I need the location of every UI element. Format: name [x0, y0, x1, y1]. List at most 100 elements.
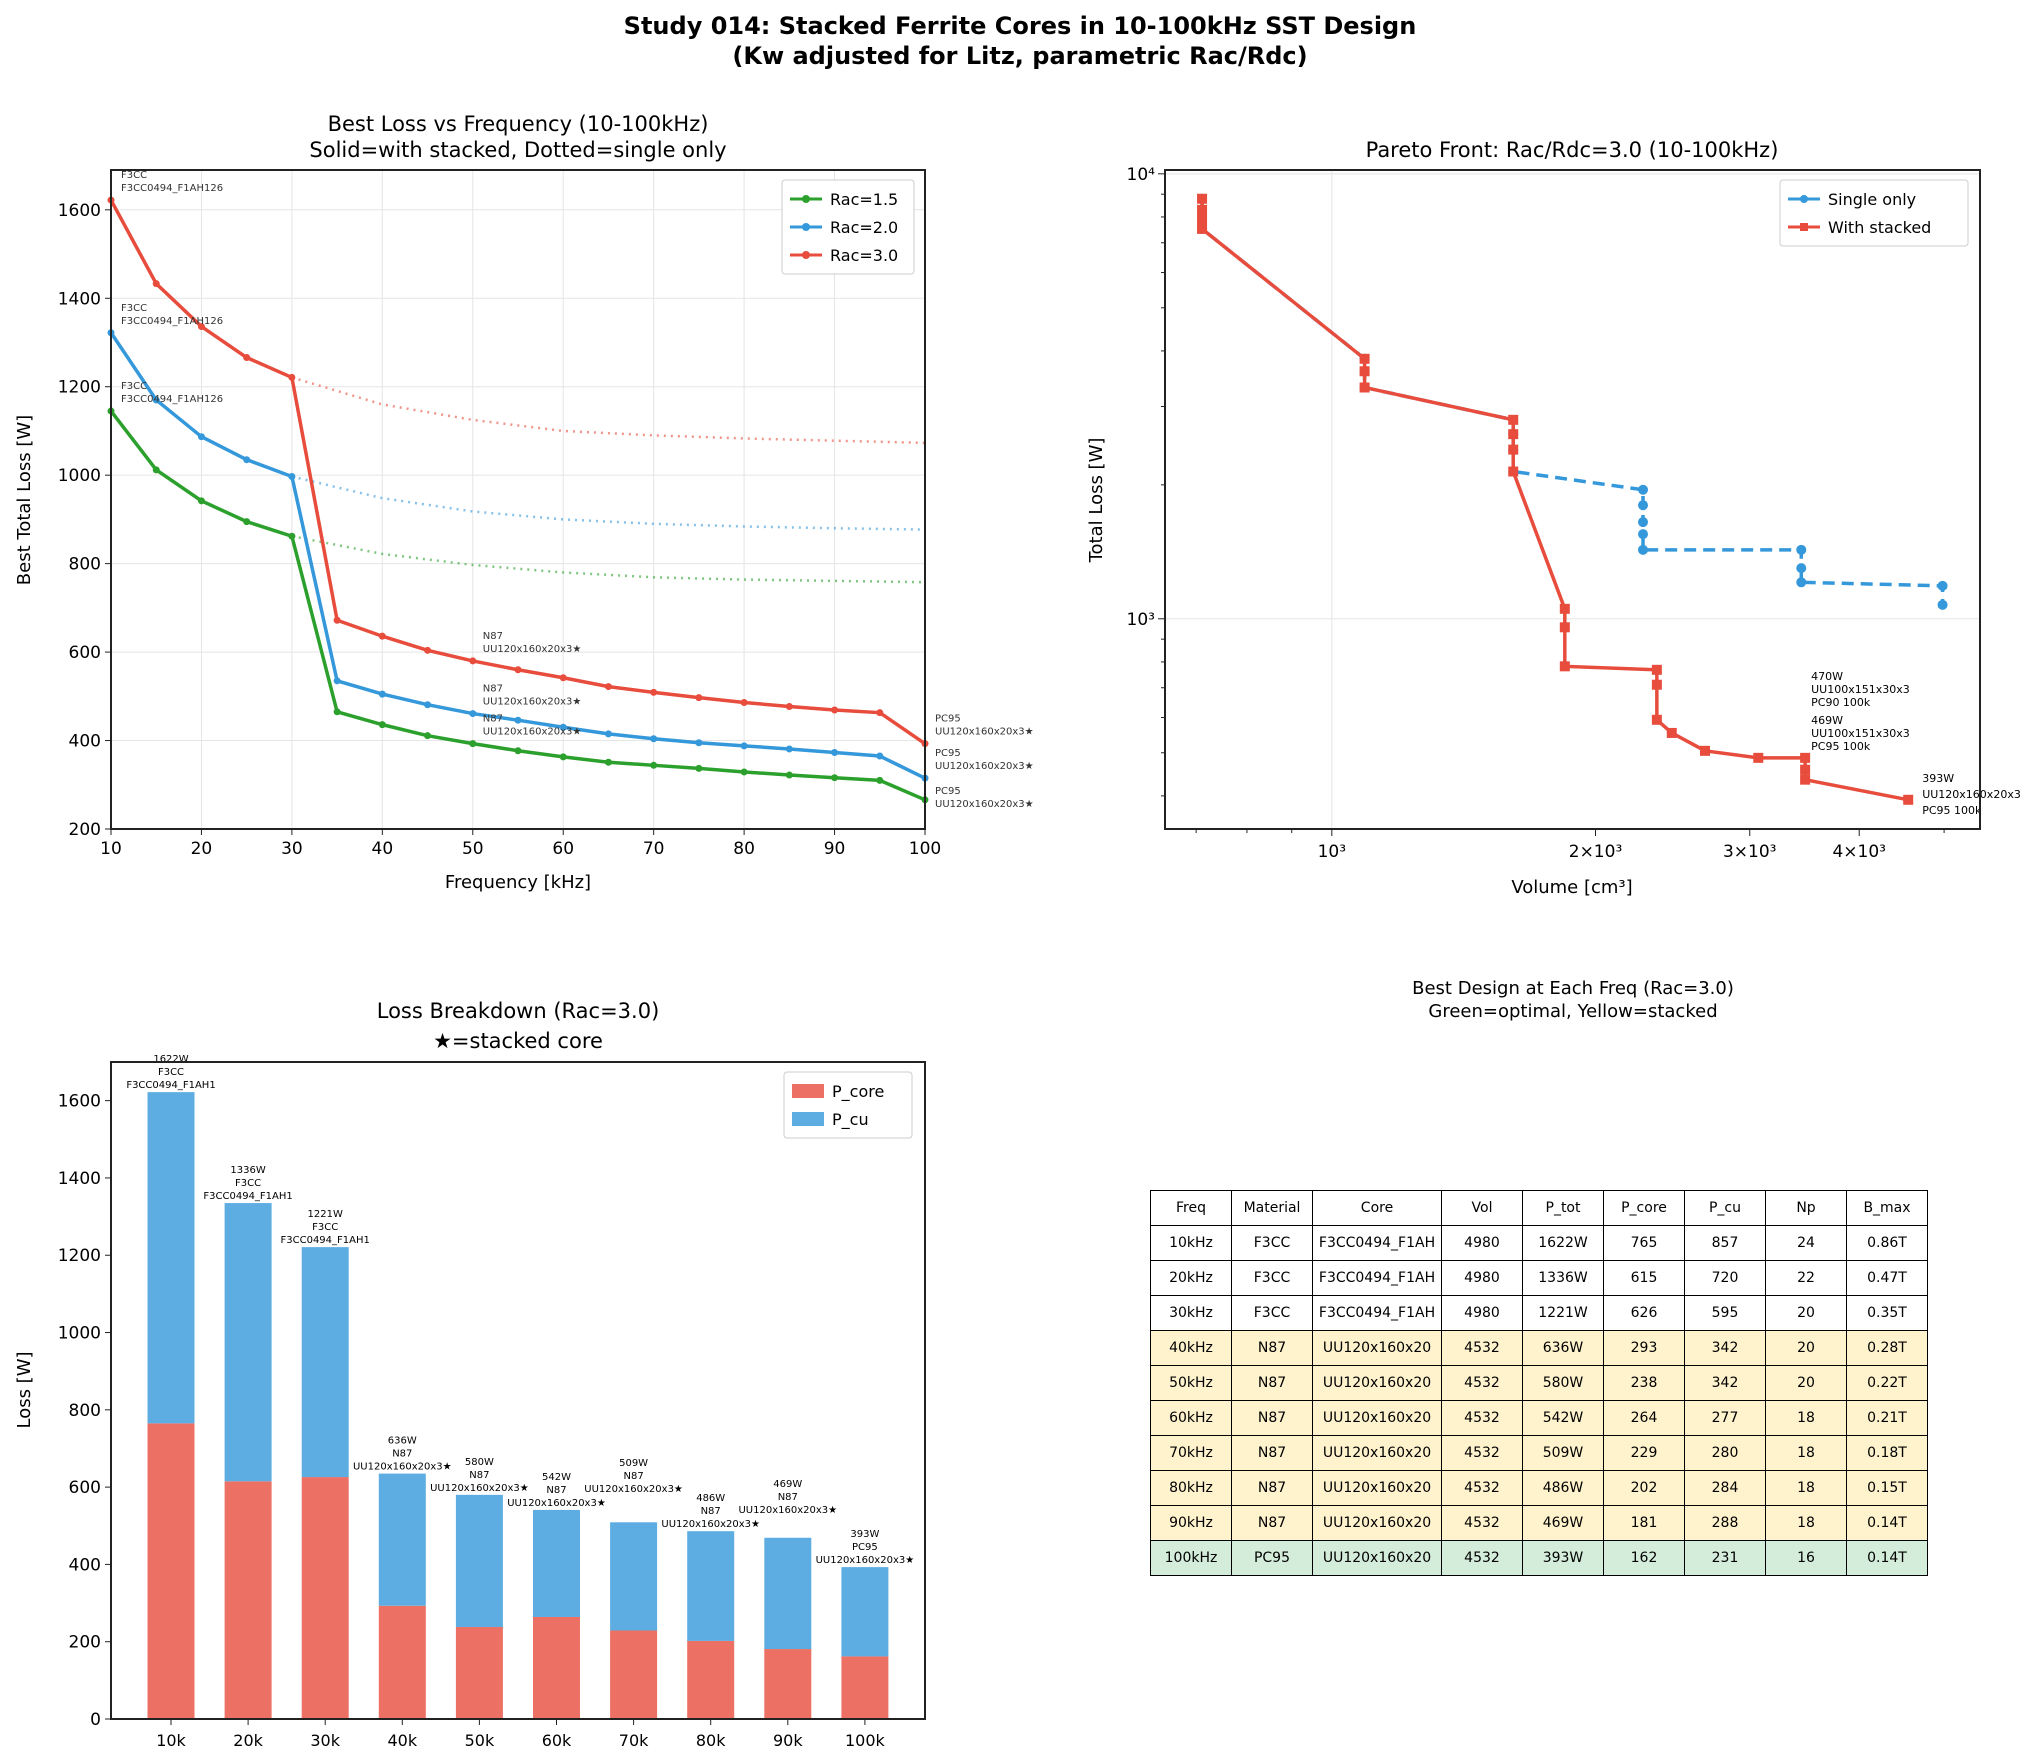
bar-label: F3CC0494_F1AH1 — [203, 1191, 292, 1202]
data-point — [1197, 193, 1208, 204]
data-point — [514, 666, 522, 674]
data-point — [740, 699, 748, 707]
legend-label-1: P_cu — [832, 1110, 869, 1130]
table-cell-p_tot: 1221W — [1522, 1295, 1604, 1331]
bar-label: 469W — [773, 1479, 802, 1490]
y-tick-label: 0 — [90, 1710, 101, 1730]
table-cell-np: 22 — [1765, 1260, 1847, 1296]
bar-P_cu-90k — [764, 1537, 812, 1650]
bar-label: UU120x160x20x3★ — [661, 1519, 760, 1530]
data-point — [1638, 544, 1649, 555]
data-point — [1666, 727, 1677, 738]
data-point — [243, 518, 251, 526]
column-header-material: Material — [1231, 1190, 1313, 1226]
table-cell-material: N87 — [1231, 1470, 1313, 1506]
bar-label: 636W — [388, 1436, 417, 1447]
bar-label: UU120x160x20x3★ — [430, 1483, 529, 1494]
series-line-Rac=1.5 — [109, 409, 926, 802]
table-cell-material: F3CC — [1231, 1295, 1313, 1331]
data-point — [559, 723, 567, 731]
bar-label: N87 — [623, 1471, 643, 1482]
x-tick-label: 10³ — [1318, 842, 1346, 862]
breakdown-plot: 0 200 400 600 800 1000 1200 1400 1600 10k 1622W F3C… — [58, 1054, 926, 1750]
annotation: F3CC0494_F1AH126 — [121, 183, 223, 194]
table-cell-np: 18 — [1765, 1505, 1847, 1541]
bar-label: N87 — [778, 1492, 798, 1503]
x-tick-label: 100 — [909, 839, 941, 859]
figure-subtitle: (Kw adjusted for Litz, parametric Rac/Rd… — [732, 42, 1307, 70]
table-cell-p_core: 181 — [1603, 1505, 1685, 1541]
data-point — [333, 616, 341, 624]
table-cell-material: N87 — [1231, 1435, 1313, 1471]
table-cell-core: F3CC0494_F1AH — [1312, 1295, 1442, 1331]
bar-label: PC95 — [852, 1542, 878, 1553]
table-cell-p_tot: 1622W — [1522, 1225, 1604, 1261]
table-cell-freq: 10kHz — [1150, 1225, 1232, 1261]
legend-label-1: Rac=2.0 — [830, 218, 898, 237]
data-point — [785, 771, 793, 779]
annotation: UU120x160x20x3★ — [935, 799, 1034, 810]
y-tick-label: 1600 — [58, 1092, 101, 1112]
data-point — [650, 735, 658, 743]
annotation: UU100x151x30x3 — [1811, 727, 1910, 740]
table-cell-freq: 90kHz — [1150, 1505, 1232, 1541]
annotation: PC95 100k — [1922, 804, 1982, 817]
table-cell-material: N87 — [1231, 1505, 1313, 1541]
data-point — [333, 708, 341, 716]
data-point — [469, 710, 477, 718]
table-cell-freq: 80kHz — [1150, 1470, 1232, 1506]
y-tick-label: 10⁴ — [1127, 165, 1156, 185]
data-point — [559, 753, 567, 761]
annotation: 469W — [1811, 714, 1843, 727]
annotation: N87 — [483, 684, 503, 695]
annotation: UU120x160x20x3★ — [483, 644, 582, 655]
x-tick-label: 10k — [156, 1731, 186, 1750]
table-row: 90kHz N87 UU120x160x20 4532 469W 181 288 18 0.14… — [1150, 1505, 1928, 1541]
y-tick-label: 1000 — [58, 1324, 101, 1344]
x-tick-label: 40k — [387, 1731, 417, 1750]
bar-label: N87 — [469, 1470, 489, 1481]
column-header-p_tot: P_tot — [1522, 1190, 1604, 1226]
legend-marker — [802, 251, 810, 259]
legend-marker — [802, 223, 810, 231]
bar-P_core-30k — [301, 1477, 349, 1719]
annotation: UU120x160x20x3★ — [935, 761, 1034, 772]
data-point — [604, 683, 612, 691]
data-point — [378, 632, 386, 640]
pareto-legend — [1779, 179, 1969, 247]
pareto-xlabel: Volume [cm³] — [1511, 877, 1632, 898]
table-cell-core: UU120x160x20 — [1312, 1330, 1442, 1366]
column-header-np: Np — [1765, 1190, 1847, 1226]
x-tick-label: 2×10³ — [1569, 842, 1623, 862]
data-point — [1638, 484, 1649, 495]
data-point — [1937, 580, 1948, 591]
bar-P_core-100k — [841, 1656, 889, 1719]
pareto-plot: 10³ 2×10³ 3×10³ 4×10³10³10⁴470WUU100x151x30… — [1127, 165, 2021, 862]
data-point — [1903, 794, 1914, 805]
y-tick-label: 200 — [69, 1633, 101, 1653]
bar-P_core-60k — [533, 1616, 580, 1719]
data-point — [785, 702, 793, 710]
table-cell-np: 20 — [1765, 1365, 1847, 1401]
table-cell-p_core: 293 — [1603, 1330, 1685, 1366]
table-cell-b_max: 0.14T — [1846, 1540, 1928, 1576]
data-point — [559, 674, 567, 682]
legend-label-0: P_core — [832, 1082, 884, 1102]
data-point — [604, 758, 612, 766]
y-tick-label: 600 — [69, 643, 101, 663]
bar-P_cu-40k — [378, 1473, 426, 1606]
bar-label: UU120x160x20x3★ — [738, 1505, 837, 1516]
table-cell-core: UU120x160x20 — [1312, 1400, 1442, 1436]
pareto-ylabel: Total Loss [W] — [1086, 438, 1107, 564]
table-row: 100kHz PC95 UU120x160x20 4532 393W 162 231 16 0.… — [1150, 1540, 1928, 1576]
annotation: UU120x160x20x3★ — [483, 697, 582, 708]
table-cell-core: UU120x160x20 — [1312, 1365, 1442, 1401]
x-tick-label: 50 — [462, 839, 484, 859]
data-point — [831, 774, 839, 782]
table-cell-b_max: 0.18T — [1846, 1435, 1928, 1471]
column-header-p_core: P_core — [1603, 1190, 1685, 1226]
table-cell-core: F3CC0494_F1AH — [1312, 1260, 1442, 1296]
data-point — [197, 497, 205, 505]
table-row: 40kHz N87 UU120x160x20 4532 636W 293 342 20 0.28… — [1150, 1330, 1928, 1366]
table-cell-core: F3CC0494_F1AH — [1312, 1225, 1442, 1261]
